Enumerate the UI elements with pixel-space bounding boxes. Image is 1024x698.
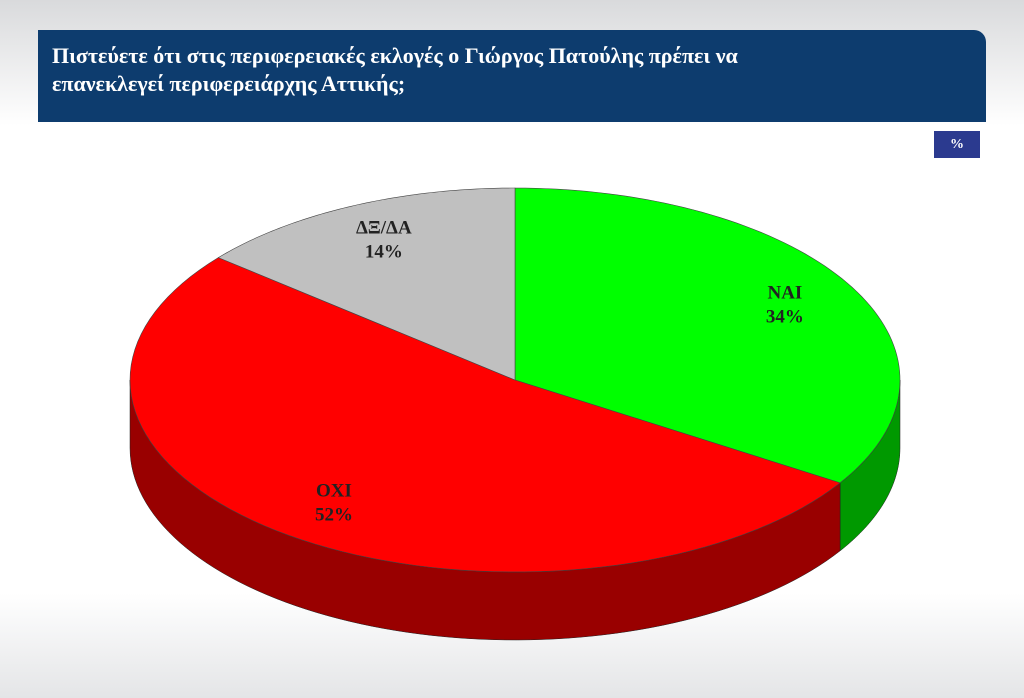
slice-category-label: ΔΞ/ΔΑ: [356, 217, 412, 238]
slice: [514, 187, 901, 484]
slice-category-label: ΝΑΙ: [767, 282, 802, 303]
slice-value-label: 52%: [315, 505, 353, 526]
title-bar: Πιστεύετε ότι στις περιφερειακές εκλογές…: [38, 30, 986, 122]
slice-value-label: 34%: [766, 306, 804, 327]
slice: [129, 257, 841, 573]
slice-category-label: ΟΧΙ: [316, 481, 352, 502]
slice-value-label: 14%: [365, 241, 403, 262]
slice: [217, 187, 516, 381]
unit-badge: %: [934, 131, 980, 158]
chart-title: Πιστεύετε ότι στις περιφερειακές εκλογές…: [52, 43, 738, 96]
